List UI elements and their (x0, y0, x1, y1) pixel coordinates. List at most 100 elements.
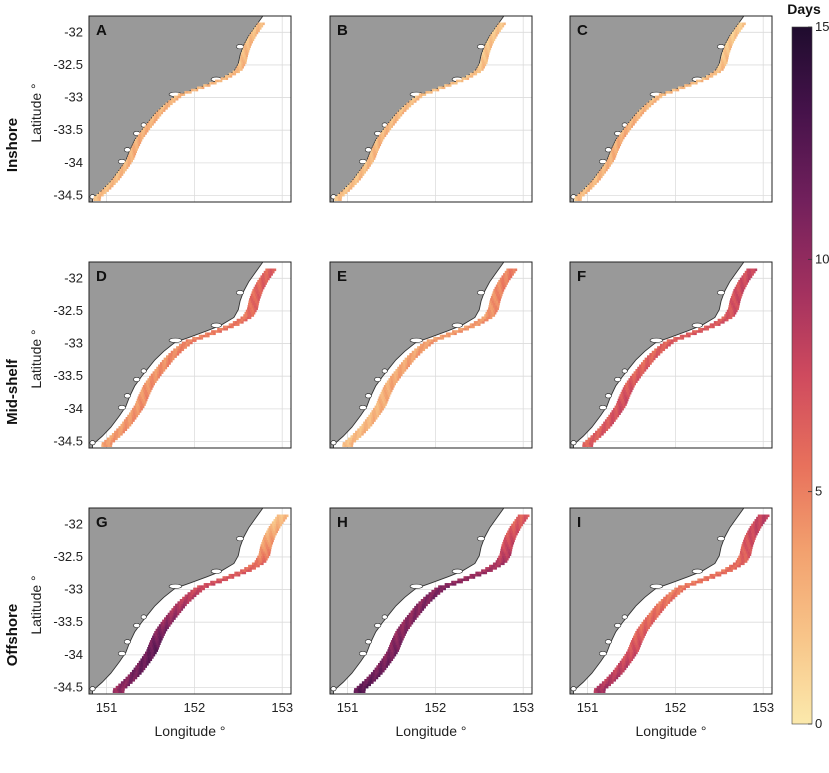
shelf-cell (382, 667, 385, 671)
shelf-cell (244, 311, 247, 315)
shelf-cell (359, 683, 362, 687)
shelf-cell (735, 29, 738, 32)
shelf-cells-a (93, 22, 265, 201)
shelf-cell (153, 640, 156, 643)
shelf-cell (629, 660, 632, 664)
shelf-cell (659, 346, 662, 349)
shelf-cell (711, 323, 715, 326)
shelf-cell (116, 690, 119, 693)
shelf-cell (658, 601, 661, 604)
shelf-cell (645, 621, 648, 625)
shelf-cell (350, 186, 353, 190)
shelf-cell (375, 148, 378, 151)
shelf-cell (518, 523, 522, 527)
shelf-cell (129, 155, 132, 158)
shelf-cell (408, 357, 412, 361)
shelf-cell (120, 423, 123, 427)
shelf-cell (611, 157, 614, 160)
shelf-cell (248, 316, 252, 320)
shelf-cell (727, 38, 730, 42)
shelf-cell (424, 343, 427, 347)
shelf-cell (418, 350, 421, 354)
shelf-cell (674, 592, 677, 595)
shelf-cell (502, 546, 506, 550)
shelf-cell (624, 667, 627, 671)
shelf-cell (633, 635, 636, 639)
shelf-cell (144, 651, 148, 655)
shelf-cell (412, 617, 415, 620)
shelf-cell (157, 628, 160, 632)
shelf-cell (495, 309, 498, 313)
shelf-cell (622, 403, 625, 406)
shelf-cell (127, 678, 130, 682)
shelf-cell (181, 601, 184, 604)
shelf-cell (394, 116, 397, 119)
shelf-cell (635, 369, 638, 372)
shelf-cell (158, 366, 161, 370)
shelf-cell (628, 647, 631, 650)
shelf-cell (494, 562, 498, 566)
shelf-cell (609, 412, 613, 416)
shelf-cell (148, 125, 151, 128)
estuary-inlet (140, 614, 147, 620)
shelf-cell (447, 84, 450, 87)
shelf-cell (735, 284, 739, 288)
shelf-cell (711, 573, 714, 577)
shelf-cell (437, 88, 440, 92)
shelf-cell (509, 525, 512, 529)
shelf-cell (757, 514, 760, 518)
shelf-cell (663, 603, 666, 607)
shelf-cell (102, 191, 105, 195)
shelf-cell (738, 298, 741, 301)
shelf-cell (651, 355, 654, 358)
shelf-cell (378, 401, 382, 404)
shelf-cell (630, 640, 634, 643)
shelf-cell (363, 690, 366, 693)
shelf-cell (625, 382, 628, 386)
shelf-cell (196, 589, 199, 593)
shelf-cell (618, 669, 621, 673)
shelf-cell (251, 305, 255, 308)
shelf-cell (175, 610, 178, 614)
shelf-cell (602, 168, 605, 172)
shelf-cell (435, 337, 438, 340)
shelf-cell (495, 560, 498, 563)
shelf-cell (657, 346, 660, 349)
shelf-cell (404, 628, 407, 632)
estuary-inlet (123, 639, 131, 645)
shelf-cell (622, 669, 625, 673)
shelf-cell (646, 107, 649, 110)
shelf-cell (623, 663, 626, 666)
shelf-cell (177, 608, 180, 611)
shelf-cell (624, 653, 627, 657)
shelf-cell (128, 152, 131, 156)
shelf-cell (145, 387, 149, 390)
shelf-cell (512, 539, 515, 543)
shelf-cell (735, 309, 738, 313)
shelf-cell (675, 339, 678, 342)
shelf-cell (736, 557, 740, 561)
shelf-cell (454, 330, 457, 333)
shelf-cell (407, 624, 410, 627)
shelf-cell (611, 152, 614, 156)
y-tick-label: -34.5 (53, 187, 83, 202)
shelf-cell (249, 567, 253, 570)
shelf-cell (400, 109, 403, 112)
shelf-cell (671, 589, 674, 593)
shelf-cell (409, 624, 412, 627)
shelf-cell (247, 49, 250, 53)
shelf-cell (391, 118, 394, 122)
shelf-cell (126, 426, 130, 429)
shelf-cell (260, 277, 264, 281)
shelf-cell (336, 198, 339, 201)
shelf-cell (254, 293, 258, 297)
shelf-cell (396, 644, 399, 648)
shelf-cell (391, 637, 395, 641)
shelf-cell (409, 621, 412, 625)
shelf-cell (501, 277, 505, 281)
shelf-cell (98, 198, 101, 201)
shelf-cell (242, 54, 245, 58)
land-mass (330, 508, 505, 694)
shelf-cell (744, 270, 748, 274)
shelf-cell (698, 580, 702, 584)
